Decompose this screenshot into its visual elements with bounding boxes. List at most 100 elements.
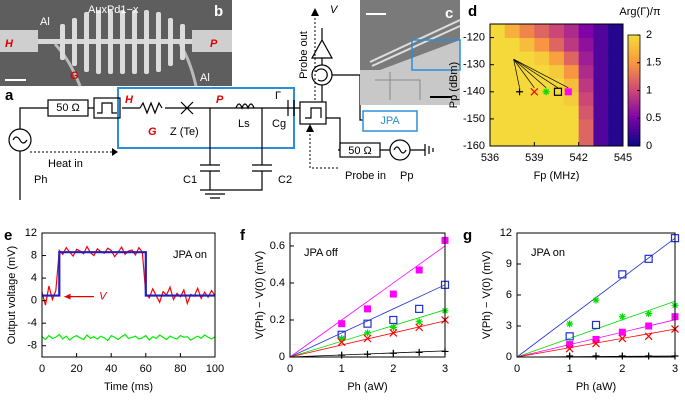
panel-label: e (4, 227, 12, 244)
marker (338, 334, 346, 342)
marker (565, 344, 574, 353)
marker (566, 320, 574, 328)
marker (565, 332, 574, 341)
heat-cell (593, 91, 609, 106)
terminal-label: G (70, 70, 79, 82)
x-tick-label: 80 (174, 363, 186, 375)
heat-cell (504, 132, 521, 147)
heat-cell (519, 51, 535, 66)
x-tick-label: 536 (481, 152, 499, 164)
marker (338, 320, 346, 328)
heat-cell (563, 118, 580, 133)
y-tick-label: -120 (463, 31, 485, 43)
heat-cell (608, 91, 624, 106)
colorbar-cell (628, 90, 640, 94)
resistor-label: 50 Ω (348, 145, 372, 157)
colorbar-tick-label: 1 (646, 84, 652, 96)
heat-cell (578, 118, 594, 133)
x-tick-label: 3 (442, 363, 448, 375)
heat-cell (504, 24, 521, 39)
source-label: Ph (34, 174, 47, 186)
heat-cell (608, 24, 624, 39)
colorbar-cell (628, 104, 640, 108)
colorbar-cell (628, 115, 640, 119)
colorbar-cell (628, 71, 640, 75)
panel-label: f (240, 227, 246, 244)
heat-cell (549, 51, 565, 66)
heat-cell (578, 51, 594, 66)
heat-cell (563, 132, 580, 147)
x-tick-label: 40 (105, 363, 117, 375)
voltage-label: V (330, 4, 339, 16)
jpa-label: JPA (380, 115, 400, 127)
annotation: JPA off (304, 247, 339, 259)
y-tick-label: -130 (463, 59, 485, 71)
marker (592, 339, 600, 348)
marker (415, 304, 424, 313)
marker (542, 88, 550, 96)
heat-cell (490, 37, 506, 52)
heat-cell (608, 118, 624, 133)
heat-cell (563, 105, 580, 120)
annotation: JPA on (173, 249, 207, 261)
marker (415, 266, 423, 274)
source-label: Pp (400, 170, 413, 182)
terminal-label: H (5, 38, 14, 50)
micrograph-c (360, 0, 461, 105)
marker (516, 88, 524, 96)
colorbar-tick-label: 1.5 (646, 57, 661, 69)
heat-cell (578, 105, 594, 120)
x-tick-label: 2 (619, 363, 625, 375)
x-axis-label: Ph (aW) (576, 381, 616, 393)
pointer (513, 58, 547, 89)
heat-cell (578, 91, 594, 106)
marker (618, 334, 627, 343)
colorbar-cell (628, 134, 640, 139)
heat-cell (578, 78, 594, 93)
pointer (513, 59, 520, 88)
marker (592, 335, 600, 343)
heat-cell (490, 118, 506, 133)
colorbar-cell (628, 73, 640, 78)
y-tick-label: 4 (31, 272, 37, 284)
x-tick-label: 100 (206, 363, 224, 375)
plot-frame (289, 232, 446, 358)
heat-cell (563, 24, 580, 39)
heat-cell (549, 118, 565, 133)
heat-cell (490, 132, 506, 147)
y-axis-label: Pp (dBm) (448, 62, 460, 108)
y-axis-label: V(Ph) − V(0) (mV) (481, 251, 493, 339)
heat-cell (519, 118, 535, 133)
marker (415, 323, 424, 332)
heat-cell (549, 78, 565, 93)
colorbar-cell (628, 121, 640, 125)
colorbar-title: Arg(Γ)/π (619, 6, 661, 18)
panel-label: g (463, 227, 472, 244)
heat-label: Heat in (48, 158, 83, 170)
heat-cell (534, 37, 550, 52)
heat-cell (578, 64, 594, 79)
heat-cell (578, 24, 594, 39)
marker (415, 348, 423, 356)
x-tick-label: 3 (672, 363, 678, 375)
terminal-label: H (125, 94, 134, 106)
heat-cell (504, 78, 521, 93)
pointer (513, 59, 535, 88)
marker (337, 338, 346, 347)
heat-cell (534, 91, 550, 106)
heat-cell (608, 105, 624, 120)
terminal-label: P (216, 94, 224, 106)
annotation: JPA on (531, 247, 565, 259)
x-tick-label: 1 (339, 363, 345, 375)
heat-cell (549, 132, 565, 147)
colorbar-cell (628, 123, 640, 128)
x-tick-label: 0 (39, 363, 45, 375)
heat-cell (608, 64, 624, 79)
heat-cell (549, 37, 565, 52)
colorbar-cell (628, 93, 640, 97)
heat-cell (549, 105, 565, 120)
x-tick-label: 2 (390, 363, 396, 375)
pointer (513, 58, 569, 89)
heat-cell (490, 91, 506, 106)
